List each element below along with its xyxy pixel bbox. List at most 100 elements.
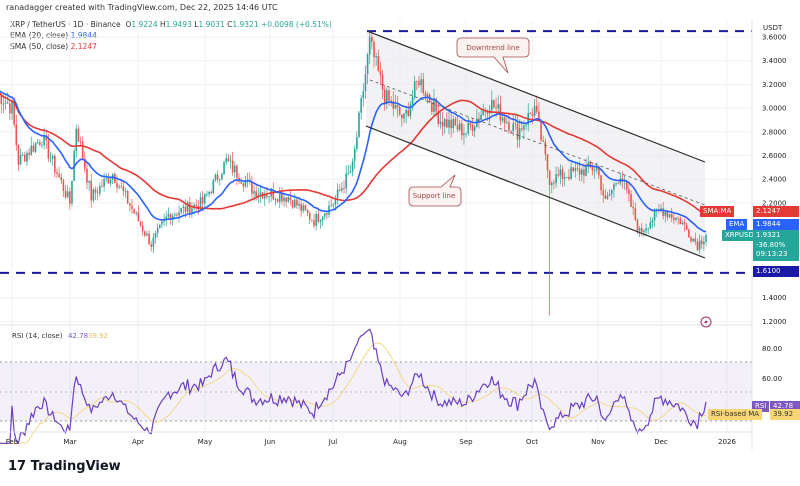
- symbol-ohlc[interactable]: XRP / TetherUS · 1D · Binance O1.9224 H1…: [10, 19, 332, 30]
- horizontal-levels: [0, 30, 752, 274]
- candle-body: [600, 175, 602, 191]
- candle-body: [308, 213, 311, 220]
- candle-body: [392, 101, 395, 109]
- candle-body: [356, 136, 358, 150]
- candle-body: [338, 189, 341, 191]
- sma-legend[interactable]: SMA (50, close) 2.1247: [10, 41, 332, 52]
- candle-body: [461, 123, 463, 136]
- candle-body: [471, 125, 474, 131]
- candle-body: [287, 197, 290, 202]
- price-tick: 2.2000: [762, 199, 787, 207]
- candle-body: [231, 160, 234, 173]
- candle-body: [96, 192, 99, 194]
- candle-body: [152, 237, 155, 247]
- candle-body: [664, 211, 667, 216]
- candle-body: [578, 168, 581, 175]
- candle-body: [4, 102, 7, 104]
- candle-body: [353, 149, 356, 162]
- candle-body: [351, 161, 354, 172]
- candle-body: [291, 200, 294, 208]
- tradingview-logo[interactable]: 𝟭𝟳 TradingView: [8, 459, 121, 474]
- lightning-icon[interactable]: [700, 316, 712, 328]
- candle-body: [26, 152, 28, 162]
- candle-body: [274, 199, 277, 201]
- candle-body: [268, 196, 270, 198]
- candle-body: [533, 105, 536, 116]
- candle-body: [662, 208, 664, 216]
- candle-body: [161, 221, 163, 225]
- candle-body: [156, 227, 159, 233]
- candle-body: [169, 214, 172, 220]
- support-line[interactable]: [365, 125, 706, 259]
- candle-body: [630, 194, 632, 207]
- candle-body: [129, 203, 131, 206]
- ema-axis-tag: EMA: [726, 219, 748, 230]
- candle-body: [116, 183, 118, 188]
- candle-body: [640, 228, 643, 232]
- support-callout[interactable]: Support line: [408, 174, 462, 207]
- candle-body: [454, 118, 457, 126]
- candle-body: [583, 169, 585, 176]
- candle-body: [101, 186, 103, 187]
- sma-value: 2.1247: [70, 42, 97, 51]
- candle-body: [615, 183, 617, 185]
- candle-body: [195, 204, 198, 206]
- candle-body: [608, 194, 611, 196]
- candle-body: [371, 36, 373, 42]
- candle-body: [542, 140, 545, 142]
- candle-body: [281, 193, 283, 202]
- candle-body: [191, 208, 193, 214]
- candle-body: [122, 186, 125, 192]
- time-tick: Feb: [6, 438, 19, 446]
- candle-body: [497, 104, 500, 109]
- candle-body: [317, 214, 320, 222]
- candle-body: [236, 165, 238, 178]
- candle-body: [535, 105, 538, 112]
- candle-body: [39, 142, 41, 146]
- downtrend-line[interactable]: [366, 30, 706, 163]
- candle-body: [570, 167, 572, 179]
- price-tick: 1.2000: [762, 318, 787, 326]
- rsi-ma-legend-value: 39.92: [88, 332, 108, 340]
- candle-body: [364, 74, 367, 92]
- candle-body: [700, 240, 703, 245]
- open-value: 1.9224: [131, 20, 158, 29]
- candle-body: [133, 208, 135, 214]
- time-axis[interactable]: Feb Mar Apr May Jun Jul Aug Sep Oct Nov Dec 2026: [6, 438, 737, 446]
- candle-body: [660, 208, 662, 210]
- candle-body: [244, 181, 247, 187]
- price-axis-symbol-tag: XRPUSDT: [722, 230, 762, 241]
- candle-body: [666, 211, 669, 218]
- candle-body: [302, 205, 305, 211]
- candle-body: [210, 192, 213, 193]
- candle-body: [188, 202, 191, 214]
- candle-body: [199, 197, 202, 210]
- ema-legend[interactable]: EMA (20, close) 1.9844: [10, 30, 332, 41]
- candle-body: [368, 36, 371, 55]
- candle-body: [167, 214, 170, 217]
- candle-body: [341, 188, 343, 191]
- price-axis[interactable]: 3.6000 3.4000 3.2000 3.0000 2.8000 2.6000 2.40…: [762, 34, 787, 326]
- candle-body: [668, 214, 671, 218]
- candle-body: [43, 135, 45, 146]
- rsi-tick-80: 80.00: [762, 345, 782, 353]
- candle-body: [602, 190, 604, 196]
- candle-body: [321, 216, 324, 221]
- candle-body: [66, 191, 69, 198]
- candle-body: [613, 184, 615, 190]
- candle-body: [24, 154, 26, 162]
- candle-body: [550, 182, 553, 186]
- channel-fill: [366, 31, 705, 258]
- candle-body: [512, 123, 515, 132]
- chart-legend: XRP / TetherUS · 1D · Binance O1.9224 H1…: [10, 19, 332, 52]
- candle-body: [638, 228, 641, 231]
- callout-bubble: [408, 174, 462, 207]
- candle-body: [326, 213, 328, 215]
- downtrend-callout[interactable]: Downtrend line: [456, 37, 530, 74]
- candle-body: [394, 104, 397, 109]
- price-tick: 3.4000: [762, 57, 787, 65]
- candle-body: [493, 100, 495, 108]
- candle-body: [150, 244, 153, 247]
- credit-line: ranadagger created with TradingView.com,…: [6, 3, 278, 12]
